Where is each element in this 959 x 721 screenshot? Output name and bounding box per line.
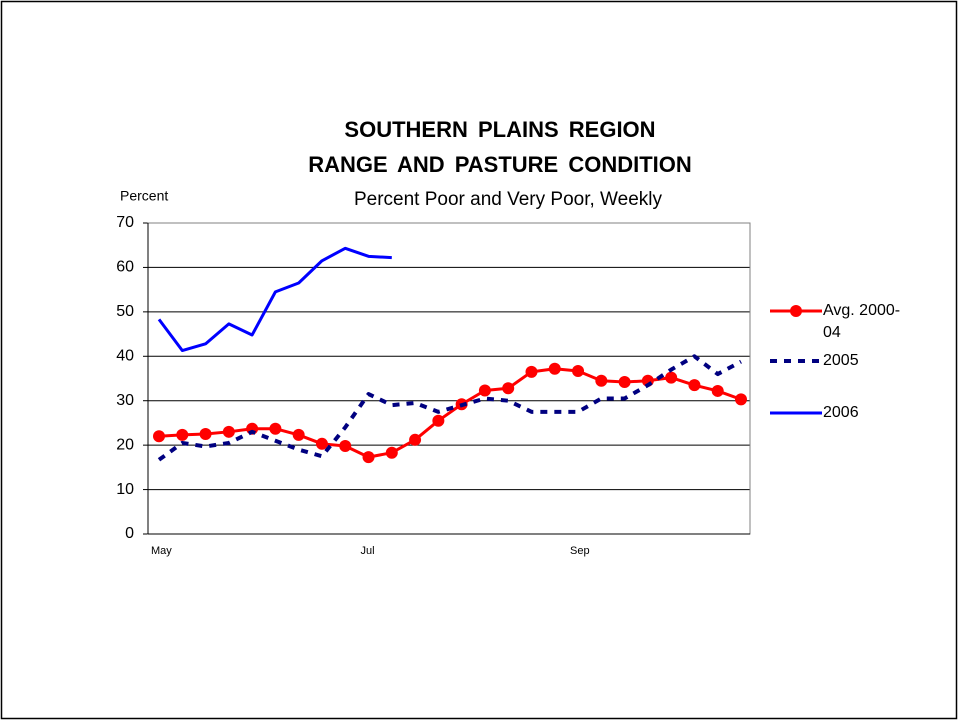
point xyxy=(409,433,422,446)
legend-label: 2006 xyxy=(823,404,859,421)
point xyxy=(153,430,165,443)
point xyxy=(525,365,538,378)
series-line xyxy=(157,246,392,353)
y-tick-label: 20 xyxy=(116,436,134,453)
point xyxy=(735,393,747,406)
point xyxy=(711,384,724,397)
point xyxy=(269,422,282,435)
legend-label: Avg. 2000-04 xyxy=(823,302,901,341)
chart-subtitle: Percent Poor and Very Poor, Weekly xyxy=(354,189,663,210)
y-tick-label: 70 xyxy=(116,214,134,231)
x-tick-label: May xyxy=(151,545,172,557)
point xyxy=(292,428,305,441)
point xyxy=(665,371,678,384)
series-line xyxy=(157,354,742,462)
point xyxy=(548,362,561,375)
y-axis-label: Percent xyxy=(120,188,168,204)
point xyxy=(478,384,491,397)
point xyxy=(222,425,235,438)
x-tick-label: Jul xyxy=(361,545,375,557)
chart-title: RANGE AND PASTURE CONDITION xyxy=(308,152,692,177)
y-tick-label: 30 xyxy=(116,392,134,409)
point xyxy=(688,379,701,392)
point xyxy=(176,428,189,441)
point xyxy=(502,382,515,395)
point xyxy=(315,437,328,450)
y-tick-label: 10 xyxy=(116,481,134,498)
point xyxy=(362,451,375,464)
point xyxy=(572,364,585,377)
point xyxy=(432,414,445,427)
y-tick-label: 40 xyxy=(116,348,134,365)
y-tick-label: 0 xyxy=(125,525,134,542)
x-tick-label: Sep xyxy=(570,545,590,557)
point xyxy=(199,428,212,441)
point xyxy=(385,446,398,459)
legend-marker xyxy=(790,305,802,317)
legend-label: 2005 xyxy=(823,352,859,369)
y-tick-label: 50 xyxy=(116,303,134,320)
point xyxy=(339,440,352,453)
point xyxy=(618,376,631,389)
y-tick-label: 60 xyxy=(116,259,134,276)
chart-title: SOUTHERN PLAINS REGION xyxy=(344,117,655,142)
point xyxy=(595,374,608,387)
